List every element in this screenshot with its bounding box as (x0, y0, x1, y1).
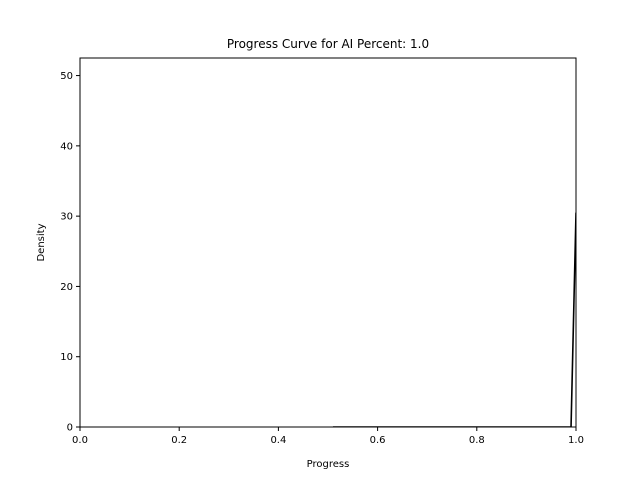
x-axis-label: Progress (307, 459, 350, 470)
y-axis-label: Density (36, 223, 47, 261)
series-line-0 (332, 212, 576, 427)
chart-title: Progress Curve for AI Percent: 1.0 (227, 37, 429, 51)
x-tick-label: 0.0 (72, 435, 88, 446)
plot-frame (79, 57, 577, 428)
x-tick-label: 0.6 (370, 435, 386, 446)
y-tick-label: 40 (60, 141, 73, 152)
y-tick-label: 50 (60, 71, 73, 82)
x-axis-ticks: 0.0 0.2 0.4 0.6 0.8 1.0 (72, 427, 584, 446)
y-tick-label: 10 (60, 352, 73, 363)
x-tick-label: 0.4 (270, 435, 286, 446)
series-layer (332, 212, 576, 427)
y-axis-ticks: 0 10 20 30 40 50 (60, 71, 80, 434)
y-tick-label: 0 (67, 423, 73, 434)
y-tick-label: 20 (60, 282, 73, 293)
x-tick-label: 0.2 (171, 435, 187, 446)
y-tick-label: 30 (60, 212, 73, 223)
x-tick-label: 0.8 (469, 435, 485, 446)
x-tick-label: 1.0 (568, 435, 584, 446)
